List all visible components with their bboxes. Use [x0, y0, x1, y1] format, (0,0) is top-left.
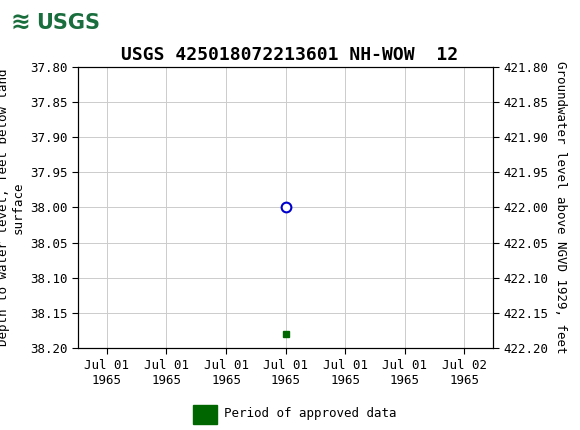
FancyBboxPatch shape: [3, 2, 99, 43]
FancyBboxPatch shape: [193, 405, 217, 424]
Text: ≋: ≋: [10, 11, 30, 34]
Text: USGS: USGS: [36, 12, 100, 33]
Y-axis label: Groundwater level above NGVD 1929, feet: Groundwater level above NGVD 1929, feet: [554, 61, 567, 354]
Text: USGS 425018072213601 NH-WOW  12: USGS 425018072213601 NH-WOW 12: [121, 46, 459, 64]
Text: Period of approved data: Period of approved data: [224, 407, 396, 421]
Y-axis label: Depth to water level, feet below land
surface: Depth to water level, feet below land su…: [0, 69, 25, 346]
